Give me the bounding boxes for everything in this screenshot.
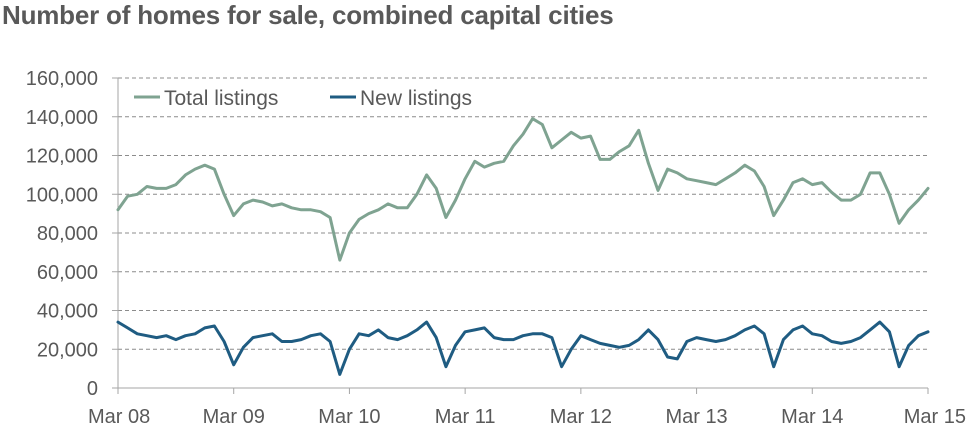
- x-tick-label: Mar 14: [781, 406, 843, 428]
- y-tick-label: 0: [87, 378, 98, 400]
- legend-label: New listings: [360, 87, 472, 110]
- y-tick-label: 120,000: [26, 146, 98, 168]
- series-lines: [116, 117, 930, 376]
- y-tick-label: 100,000: [26, 184, 98, 206]
- y-tick-label: 60,000: [37, 262, 98, 284]
- x-axis-tick-labels: Mar 08 Mar 09 Mar 10 Mar 11 Mar 12 Mar 13 Mar …: [88, 406, 966, 428]
- x-tick-label: Mar 12: [550, 406, 612, 428]
- x-tick-label: Mar 11: [435, 406, 496, 428]
- axes: [112, 77, 929, 394]
- series-line-new-listings: [116, 320, 930, 376]
- y-tick-label: 80,000: [37, 223, 98, 245]
- chart-title: Number of homes for sale, combined capit…: [2, 0, 614, 30]
- x-tick-label: Mar 15: [904, 406, 966, 428]
- series-line-total-listings: [116, 117, 930, 262]
- y-tick-label: 20,000: [37, 339, 98, 361]
- x-tick-label: Mar 08: [88, 406, 150, 428]
- x-tick-label: Mar 09: [203, 406, 265, 428]
- y-tick-label: 40,000: [37, 301, 98, 323]
- y-tick-label: 140,000: [26, 107, 98, 129]
- legend: Total listings New listings: [134, 87, 472, 110]
- x-tick-label: Mar 10: [318, 406, 380, 428]
- y-axis-tick-labels: 0 20,000 40,000 60,000 80,000 100,000 120,000 1…: [26, 68, 98, 400]
- x-tick-label: Mar 13: [665, 406, 727, 428]
- legend-label: Total listings: [164, 87, 278, 110]
- y-tick-label: 160,000: [26, 68, 98, 90]
- gridlines: [118, 77, 928, 350]
